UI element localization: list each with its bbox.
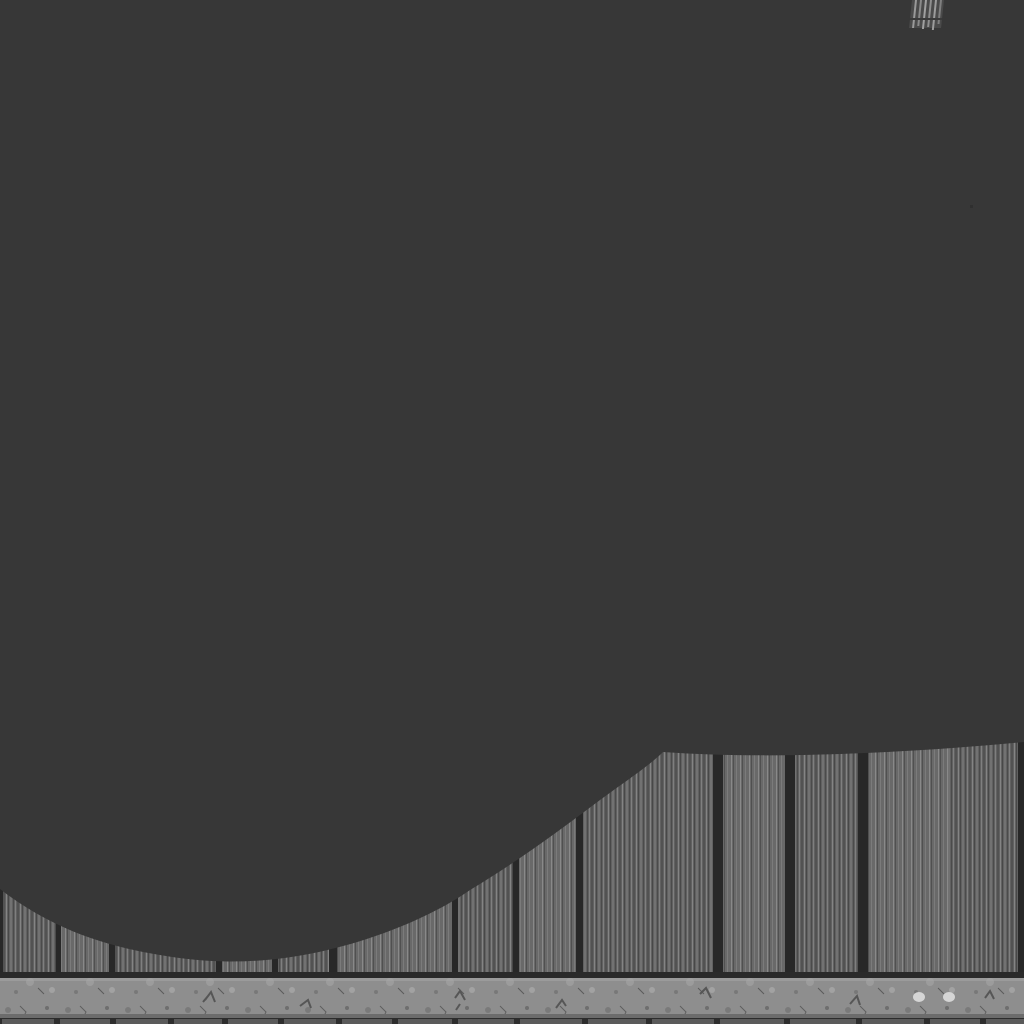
bolt-hole — [943, 992, 955, 1002]
texture-speck — [970, 205, 973, 208]
cobblestone-strip — [0, 978, 1024, 1018]
stone-block-row — [0, 1018, 1024, 1024]
wood-plank — [795, 742, 858, 972]
wood-plank — [948, 742, 1018, 972]
strip-divider — [0, 972, 1024, 978]
corner-texture-fragment — [909, 0, 944, 30]
wood-plank — [723, 742, 785, 972]
bolt-hole — [913, 992, 925, 1002]
wood-plank — [868, 742, 948, 972]
